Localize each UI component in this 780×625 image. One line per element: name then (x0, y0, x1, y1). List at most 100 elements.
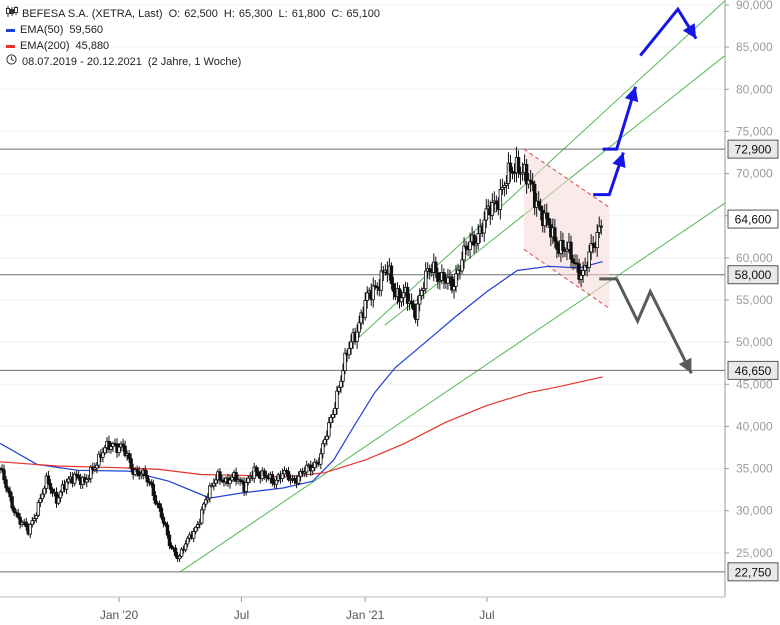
candle-body (337, 386, 341, 392)
candle-body (32, 518, 36, 522)
candle-body (597, 225, 601, 233)
candle-body (2, 469, 6, 481)
candle-body (129, 458, 133, 469)
level-label-box (727, 360, 779, 380)
period-range: 08.07.2019 - 20.12.2021 (22, 56, 142, 68)
candle-body (365, 292, 369, 301)
candle-body (341, 370, 345, 382)
candle-body (319, 453, 323, 465)
ema50-swatch (6, 28, 15, 32)
candle-body (16, 512, 20, 518)
candle-body (208, 485, 212, 499)
candle-body (524, 164, 529, 185)
candle-body (157, 503, 162, 509)
candle-body (498, 188, 503, 210)
candle-body (411, 303, 416, 310)
ohlc-low-label: L: (278, 8, 288, 20)
candle-body (474, 243, 478, 246)
candle-body (532, 183, 537, 208)
candle-body (4, 479, 8, 489)
ema-layer (0, 261, 603, 499)
candle-body (508, 162, 513, 172)
x-tick-label: Jan '21 (346, 608, 385, 622)
y-tick-label: 25,000 (736, 546, 773, 560)
candle-body (357, 322, 361, 333)
candle-body (583, 265, 587, 271)
candle-body (196, 523, 200, 528)
candle-body (127, 453, 131, 460)
y-tick-label: 45,000 (736, 377, 773, 391)
ohlc-high-value: 65,300 (238, 8, 273, 20)
legend-ema200-row: EMA(200) 45,880 (6, 38, 380, 54)
candle-body (252, 466, 256, 479)
candle-body (359, 312, 363, 324)
candle-body (202, 503, 206, 511)
candle-body (500, 187, 505, 190)
candle-body (50, 488, 55, 494)
candle-body (510, 170, 515, 174)
current-price-label: 64,600 (735, 213, 772, 227)
level-label-box (727, 562, 779, 582)
candle-body (530, 181, 535, 185)
candle-body (121, 443, 125, 447)
candle-body (539, 205, 543, 211)
candle-body (95, 464, 99, 469)
candle-body (543, 212, 547, 227)
candle-body (494, 200, 499, 205)
candle-body (516, 157, 521, 174)
candle-body (212, 482, 216, 487)
candle-body (333, 408, 337, 415)
candle-body (173, 547, 178, 557)
candle-body (415, 303, 420, 320)
correction-zone-layer (523, 148, 610, 309)
scenario-arrow-head (612, 152, 626, 168)
candle-body (48, 483, 53, 490)
candle-body (547, 217, 551, 226)
candle-body (379, 270, 384, 291)
candle-body (288, 478, 293, 481)
x-tick-label: Jul (479, 608, 494, 622)
candle-body (46, 475, 51, 484)
candle-body (292, 477, 297, 481)
candle-body (391, 283, 396, 292)
level-label: 22,750 (735, 565, 772, 579)
candle-body (506, 162, 511, 184)
candle-body (579, 274, 583, 280)
candle-body (424, 270, 428, 290)
candle-body (12, 507, 16, 513)
candle-body (206, 497, 210, 501)
candle-body (163, 522, 168, 526)
candle-body (89, 466, 93, 480)
correction-zone (523, 149, 610, 309)
candle-body (246, 477, 250, 483)
candle-body (436, 272, 440, 283)
period-duration: (2 Jahre, 1 Woche) (147, 56, 242, 68)
candle-body (298, 470, 303, 477)
candle-body (204, 499, 208, 505)
candle-body (462, 245, 466, 261)
legend-title-row: BEFESA S.A. (XETRA, Last) O: 62,500 H: 6… (6, 6, 380, 22)
candle-body (177, 555, 182, 560)
candle-body (490, 202, 495, 216)
y-tick-label: 60,000 (736, 251, 773, 265)
candle-body (153, 495, 158, 504)
candle-body (230, 476, 234, 481)
candle-body (18, 516, 22, 525)
y-tick-label: 90,000 (736, 0, 773, 12)
candle-body (200, 509, 204, 524)
correction-channel-line (523, 249, 610, 309)
candle-body (304, 464, 309, 473)
candle-body (331, 413, 335, 418)
candle-body (460, 259, 464, 272)
scenario-arrow-line (599, 277, 693, 374)
candle-body (103, 447, 107, 454)
candle-body (456, 269, 460, 275)
candle-body (151, 483, 156, 496)
candle-body (264, 475, 269, 479)
candle-body (329, 417, 333, 424)
grid-layer (0, 4, 725, 554)
candle-body (335, 390, 339, 409)
correction-channel-line (523, 148, 610, 208)
candle-body (8, 490, 12, 498)
